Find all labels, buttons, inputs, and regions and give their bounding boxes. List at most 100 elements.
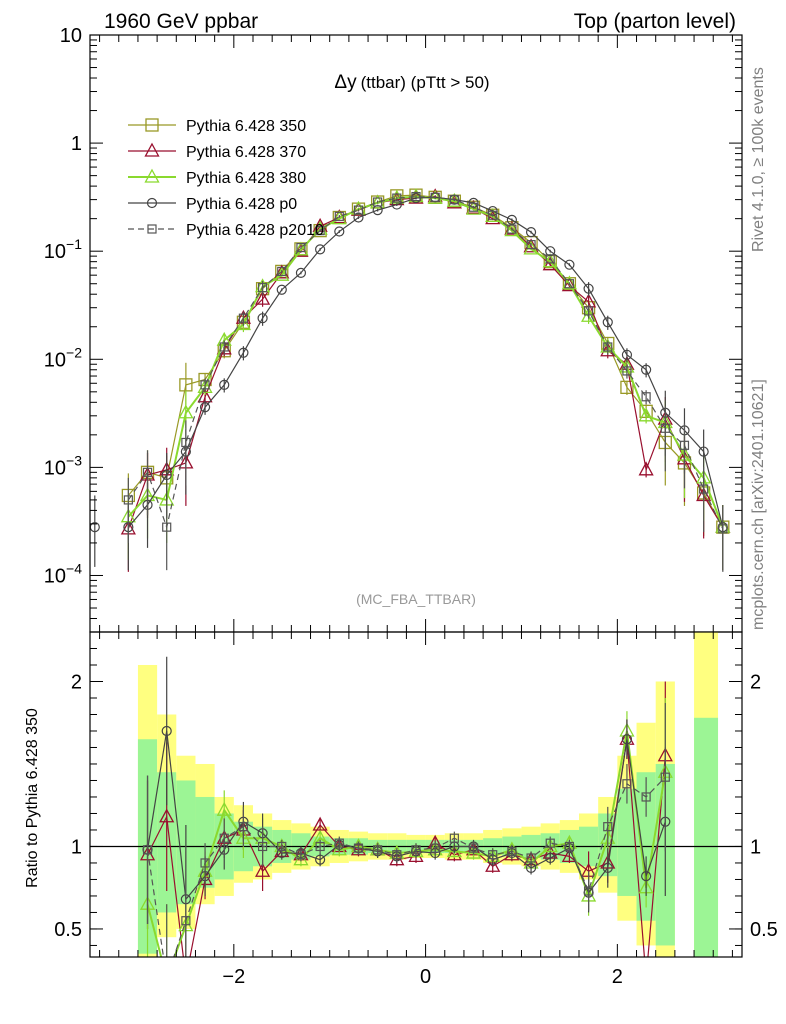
point-marker: [507, 224, 517, 234]
point-marker: [147, 224, 157, 234]
point-marker: [142, 845, 153, 855]
ratio-y-tick-label: 1: [71, 836, 82, 858]
point-marker: [315, 854, 326, 865]
point-marker: [583, 306, 594, 316]
point-marker: [391, 199, 402, 210]
point-marker: [465, 200, 482, 215]
point-marker: [392, 193, 402, 203]
point-marker: [622, 366, 632, 376]
point-marker: [526, 853, 536, 863]
legend-label: Pythia 6.428 p0: [186, 196, 297, 213]
point-marker: [161, 725, 172, 737]
point-marker: [178, 404, 194, 419]
point-marker: [698, 446, 709, 457]
point-marker: [257, 313, 268, 324]
point-marker: [159, 808, 175, 823]
point-marker: [641, 392, 651, 402]
point-marker: [718, 524, 728, 534]
point-marker: [238, 347, 249, 358]
point-marker: [199, 402, 211, 413]
tick-base: 10: [44, 457, 66, 479]
tick-exponent: −2: [66, 344, 82, 360]
y-tick-label: 1: [71, 133, 82, 155]
point-marker: [564, 259, 575, 270]
y-tick-label: 10−3: [44, 452, 82, 479]
point-marker: [411, 191, 421, 202]
point-marker: [257, 841, 268, 852]
point-marker: [449, 195, 459, 205]
series-line: [127, 195, 724, 530]
x-tick-label: 2: [612, 966, 623, 988]
tick-exponent: −4: [66, 560, 82, 576]
tick-exponent: −3: [66, 452, 82, 468]
point-marker: [679, 440, 690, 450]
point-marker: [315, 226, 325, 236]
band-inner: [694, 717, 719, 957]
series-line: [146, 776, 666, 957]
series-pythia-6-428-p2010: [142, 702, 670, 982]
point-marker: [699, 484, 709, 494]
point-marker: [315, 841, 325, 852]
mcplots-label: mcplots.cern.ch [arXiv:2401.10621]: [750, 379, 767, 630]
point-marker: [293, 242, 309, 257]
x-tick-label: −2: [222, 966, 245, 988]
point-marker: [526, 240, 536, 250]
point-marker: [660, 772, 670, 782]
point-marker: [163, 974, 171, 982]
legend-label: Pythia 6.428 p2010: [186, 222, 324, 239]
point-marker: [542, 253, 558, 268]
point-marker: [181, 916, 191, 926]
series-line: [127, 196, 724, 528]
point-marker: [523, 240, 539, 255]
point-marker: [488, 850, 498, 860]
point-marker: [144, 142, 160, 157]
series-pythia-6-428-350: [121, 188, 730, 571]
series-pythia-6-428-370: [120, 188, 731, 572]
point-marker: [603, 342, 613, 352]
point-marker: [583, 886, 594, 896]
point-marker: [640, 971, 653, 983]
point-marker: [392, 850, 402, 860]
point-marker: [430, 192, 440, 202]
series-pythia-6-428-p2010: [123, 191, 728, 572]
point-marker: [506, 214, 517, 225]
point-marker: [408, 848, 424, 863]
point-marker: [296, 242, 306, 253]
point-marker: [485, 857, 501, 872]
point-marker: [353, 212, 364, 223]
point-marker: [373, 845, 383, 855]
point-marker: [446, 846, 462, 861]
series-pythia-6-428-p0: [123, 192, 728, 571]
point-marker: [488, 210, 498, 220]
point-marker: [257, 283, 268, 293]
header-left: 1960 GeV ppbar: [104, 10, 258, 33]
plot-title-symbol: Δy: [334, 72, 357, 93]
point-marker: [430, 843, 440, 853]
point-marker: [219, 379, 230, 390]
point-marker: [145, 118, 159, 132]
point-marker: [583, 283, 594, 294]
point-marker: [468, 843, 479, 853]
point-marker: [238, 822, 249, 832]
point-marker: [123, 495, 133, 505]
series-line: [146, 730, 666, 901]
watermark: (MC_FBA_TTBAR): [356, 591, 476, 607]
point-marker: [144, 168, 160, 183]
point-marker: [142, 467, 153, 477]
legend-label: Pythia 6.428 370: [186, 144, 306, 161]
point-marker: [277, 841, 287, 852]
tick-exponent: −1: [66, 236, 82, 252]
band-inner: [195, 796, 215, 888]
point-marker: [408, 188, 424, 203]
point-marker: [660, 423, 670, 433]
point-marker: [603, 822, 613, 832]
point-marker: [254, 862, 271, 877]
ratio-panel: −2 0 2 2 2 1 1 0.5 0.5: [54, 631, 778, 988]
y-tick-label: 10−1: [44, 236, 82, 263]
point-marker: [200, 858, 210, 868]
tick-base: 10: [44, 241, 66, 263]
point-marker: [254, 290, 271, 305]
legend-label: Pythia 6.428 380: [186, 170, 306, 187]
band-inner: [617, 788, 637, 896]
